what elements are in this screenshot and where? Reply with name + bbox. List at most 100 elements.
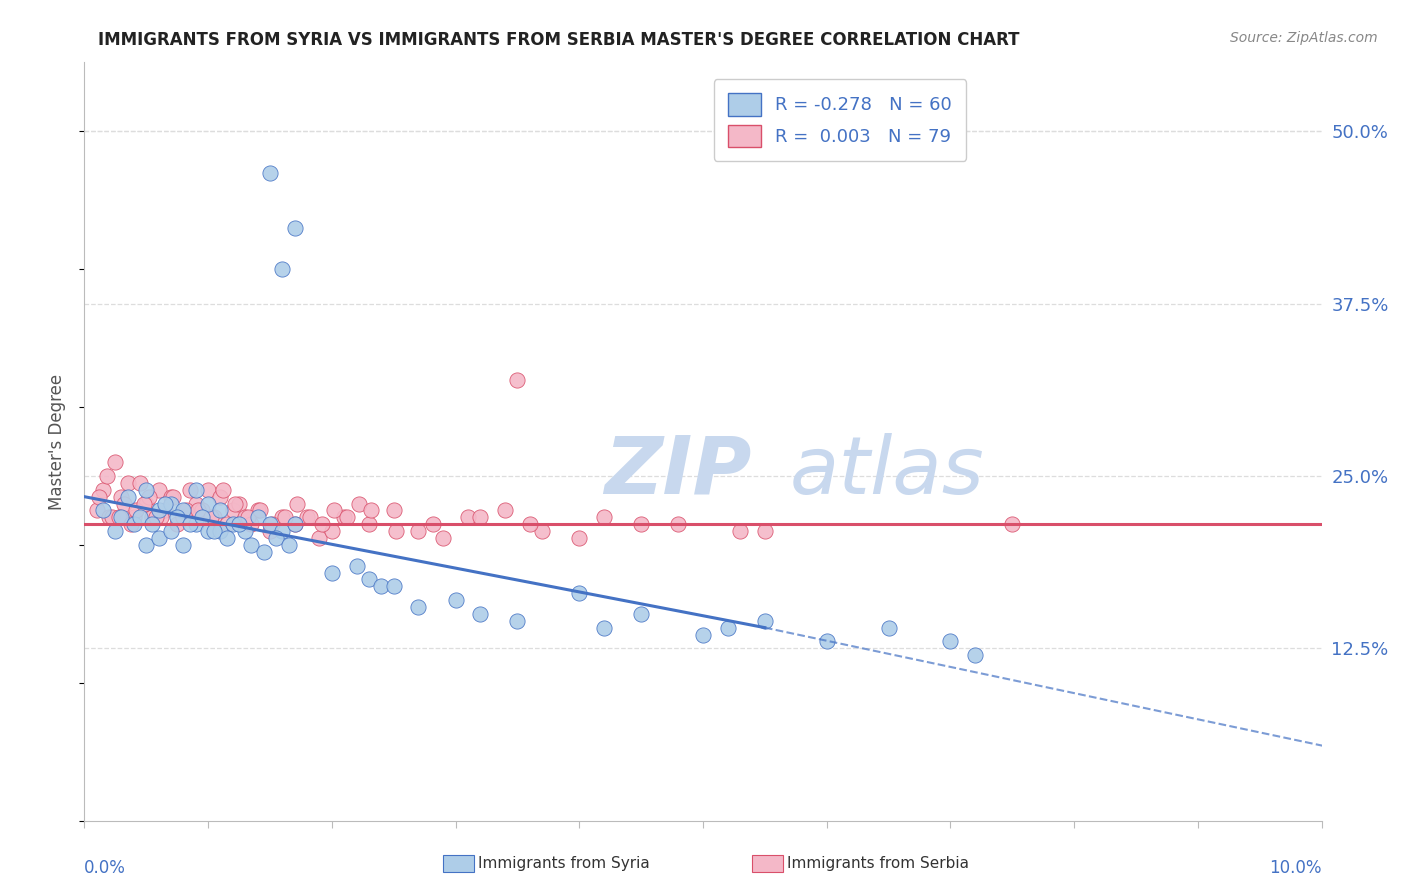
Point	[470, 607, 492, 621]
Point	[222, 517, 245, 532]
Point	[197, 524, 219, 538]
Point	[271, 262, 294, 277]
Point	[666, 517, 689, 532]
Point	[212, 483, 235, 497]
Point	[444, 593, 467, 607]
Point	[174, 503, 197, 517]
Point	[357, 573, 380, 587]
Text: atlas: atlas	[790, 433, 984, 511]
Point	[506, 372, 529, 386]
Point	[262, 517, 284, 532]
Point	[160, 490, 183, 504]
Point	[172, 503, 194, 517]
Point	[150, 510, 173, 524]
Point	[209, 503, 232, 517]
Text: 10.0%: 10.0%	[1270, 858, 1322, 877]
Point	[717, 621, 740, 635]
Point	[172, 510, 194, 524]
Text: 0.0%: 0.0%	[84, 858, 127, 877]
Point	[298, 510, 321, 524]
Point	[432, 531, 454, 545]
Point	[264, 531, 287, 545]
Point	[284, 517, 307, 532]
Point	[172, 538, 194, 552]
Point	[274, 510, 297, 524]
Point	[284, 517, 307, 532]
Point	[228, 497, 250, 511]
Point	[531, 524, 554, 538]
Point	[259, 517, 281, 532]
Point	[120, 517, 142, 532]
Point	[246, 503, 269, 517]
Point	[166, 510, 188, 524]
Point	[965, 648, 987, 663]
Point	[382, 579, 405, 593]
Point	[347, 497, 370, 511]
Point	[98, 510, 121, 524]
Point	[110, 510, 132, 524]
Point	[135, 538, 157, 552]
Point	[333, 510, 356, 524]
Point	[129, 475, 152, 490]
Point	[568, 531, 591, 545]
Point	[160, 524, 183, 538]
Point	[129, 510, 152, 524]
Point	[630, 607, 652, 621]
Point	[187, 503, 209, 517]
Point	[86, 503, 108, 517]
Point	[360, 503, 382, 517]
Point	[259, 524, 281, 538]
Point	[160, 497, 183, 511]
Point	[271, 510, 294, 524]
Point	[202, 524, 225, 538]
Point	[215, 531, 238, 545]
Point	[240, 517, 263, 532]
Legend: R = -0.278   N = 60, R =  0.003   N = 79: R = -0.278 N = 60, R = 0.003 N = 79	[714, 79, 966, 161]
Point	[336, 510, 359, 524]
Point	[233, 510, 256, 524]
Point	[148, 531, 170, 545]
Point	[457, 510, 479, 524]
Point	[253, 545, 276, 559]
Point	[285, 497, 308, 511]
Point	[277, 538, 299, 552]
Point	[153, 497, 176, 511]
Point	[233, 524, 256, 538]
Point	[141, 517, 163, 532]
Point	[308, 531, 330, 545]
Point	[939, 634, 962, 648]
Point	[209, 524, 232, 538]
Point	[104, 455, 127, 469]
Point	[370, 579, 392, 593]
Point	[184, 483, 207, 497]
Point	[135, 483, 157, 497]
Point	[135, 497, 157, 511]
Point	[222, 503, 245, 517]
Point	[91, 483, 114, 497]
Point	[145, 510, 167, 524]
Point	[311, 517, 333, 532]
Y-axis label: Master's Degree: Master's Degree	[48, 374, 66, 509]
Text: Immigrants from Serbia: Immigrants from Serbia	[787, 856, 969, 871]
Point	[138, 490, 160, 504]
Point	[236, 510, 259, 524]
Point	[191, 503, 214, 517]
Point	[108, 510, 131, 524]
Point	[284, 220, 307, 235]
Point	[228, 517, 250, 532]
Point	[249, 503, 271, 517]
Point	[197, 483, 219, 497]
Text: Immigrants from Syria: Immigrants from Syria	[478, 856, 650, 871]
Point	[117, 475, 139, 490]
Point	[202, 510, 225, 524]
Point	[346, 558, 368, 573]
Text: IMMIGRANTS FROM SYRIA VS IMMIGRANTS FROM SERBIA MASTER'S DEGREE CORRELATION CHAR: IMMIGRANTS FROM SYRIA VS IMMIGRANTS FROM…	[98, 31, 1019, 49]
Point	[754, 614, 776, 628]
Point	[382, 503, 405, 517]
Point	[96, 469, 118, 483]
Point	[184, 517, 207, 532]
Point	[117, 490, 139, 504]
Point	[141, 510, 163, 524]
Point	[110, 490, 132, 504]
Point	[630, 517, 652, 532]
